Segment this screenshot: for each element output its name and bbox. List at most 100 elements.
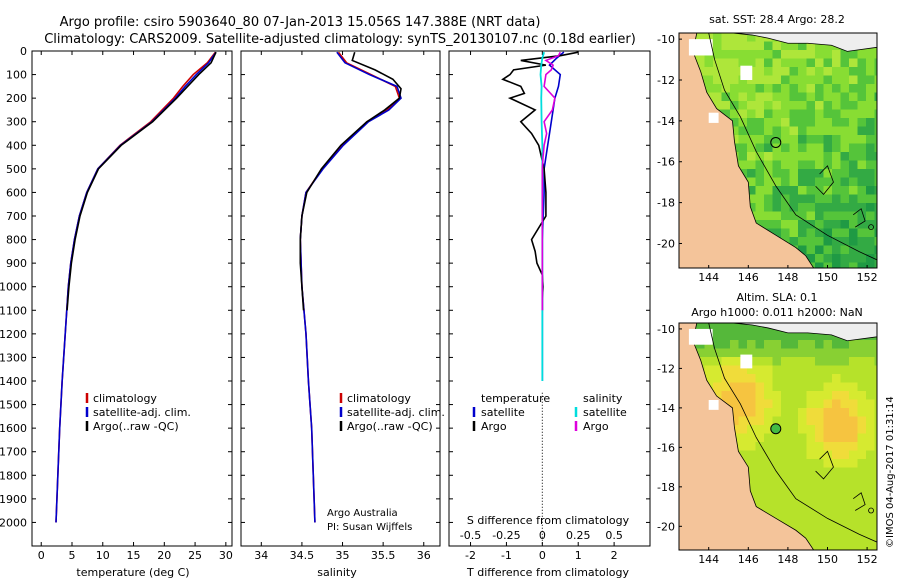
data-cell: [874, 203, 877, 212]
data-cell: [747, 399, 756, 409]
data-cell: [840, 143, 850, 153]
data-cell: [747, 126, 756, 136]
data-cell: [755, 203, 765, 212]
data-cell: [789, 169, 799, 178]
data-cell: [832, 135, 841, 144]
data-cell: [798, 416, 807, 426]
data-cell: [713, 58, 722, 68]
data-cell: [798, 357, 807, 366]
data-cell: [866, 92, 875, 102]
data-cell: [806, 399, 816, 409]
data-cell: [874, 126, 877, 136]
data-cell: [815, 382, 824, 392]
data-cell: [764, 331, 773, 341]
map-x-tick-label: 148: [777, 271, 798, 284]
data-cell: [866, 340, 875, 349]
data-cell: [764, 357, 773, 366]
data-cell: [755, 118, 765, 127]
data-cell: [815, 254, 824, 263]
data-cell: [772, 75, 782, 85]
data-cell: [772, 109, 782, 119]
data-cell: [713, 84, 722, 93]
data-cell: [747, 92, 756, 102]
data-cell: [866, 126, 875, 136]
data-cell: [781, 450, 790, 460]
data-cell: [789, 203, 799, 212]
data-cell: [755, 177, 765, 187]
data-cell: [772, 228, 782, 238]
data-cell: [747, 382, 756, 392]
data-cell: [738, 135, 748, 144]
data-cell: [764, 211, 773, 221]
map-x-tick-label: 150: [817, 271, 838, 284]
data-cell: [747, 109, 756, 119]
x-tick-label: 30: [219, 549, 233, 562]
data-cell: [755, 416, 765, 426]
data-cell: [832, 459, 841, 468]
data-cell: [832, 126, 841, 136]
data-cell: [849, 101, 858, 110]
data-cell: [764, 109, 773, 119]
data-cell: [755, 169, 765, 178]
data-cell: [874, 84, 877, 93]
data-cell: [832, 50, 841, 59]
data-cell: [806, 67, 816, 76]
data-cell: [849, 126, 858, 136]
data-cell: [764, 433, 773, 443]
data-cell: [755, 433, 765, 443]
data-cell: [781, 425, 790, 434]
data-cell: [730, 382, 739, 392]
map-frame: [678, 322, 878, 551]
data-cell: [815, 365, 824, 375]
data-cell: [798, 382, 807, 392]
data-cell: [730, 109, 739, 119]
data-cell: [866, 169, 875, 178]
data-cell: [730, 75, 739, 85]
data-cell: [789, 459, 799, 468]
data-cell: [840, 84, 850, 93]
data-cell: [806, 433, 816, 443]
data-cell: [832, 194, 841, 204]
data-cell: [738, 340, 748, 349]
data-cell: [781, 340, 790, 349]
data-cell: [849, 425, 858, 434]
data-cell: [815, 203, 824, 212]
data-cell: [823, 391, 833, 400]
data-cell: [747, 194, 756, 204]
data-cell: [806, 501, 816, 511]
data-cell: [755, 459, 765, 468]
data-cell: [781, 365, 790, 375]
data-cell: [857, 450, 867, 460]
data-cell: [806, 382, 816, 392]
data-cell: [849, 143, 858, 153]
data-cell: [857, 84, 867, 93]
data-cell: [806, 50, 816, 59]
map-y-tick-label: -20: [657, 237, 675, 250]
data-cell: [772, 399, 782, 409]
data-cell: [832, 501, 841, 511]
data-cell: [874, 442, 877, 451]
legend-title-salinity: salinity: [583, 392, 623, 405]
data-cell: [815, 518, 824, 528]
data-cell: [798, 135, 807, 144]
data-cell: [874, 228, 877, 238]
s-diff-xlabel: S difference from climatology: [467, 514, 630, 527]
data-cell: [738, 160, 748, 170]
data-cell: [772, 510, 782, 519]
data-cell: [721, 323, 731, 332]
data-cell: [823, 518, 833, 528]
data-cell: [849, 535, 858, 545]
map-frame: [678, 32, 878, 269]
data-cell: [798, 348, 807, 358]
data-cell: [806, 254, 816, 263]
data-cell: [823, 365, 833, 375]
data-cell: [755, 211, 765, 221]
data-cell: [781, 160, 790, 170]
data-cell: [789, 101, 799, 110]
data-cell: [806, 194, 816, 204]
data-cell: [798, 527, 807, 536]
data-cell: [781, 518, 790, 528]
data-cell: [789, 416, 799, 426]
data-cell: [772, 493, 782, 502]
